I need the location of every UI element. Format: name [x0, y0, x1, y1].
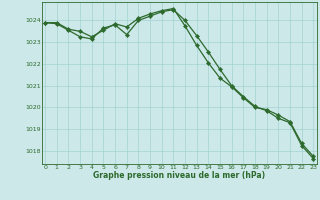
- X-axis label: Graphe pression niveau de la mer (hPa): Graphe pression niveau de la mer (hPa): [93, 171, 265, 180]
